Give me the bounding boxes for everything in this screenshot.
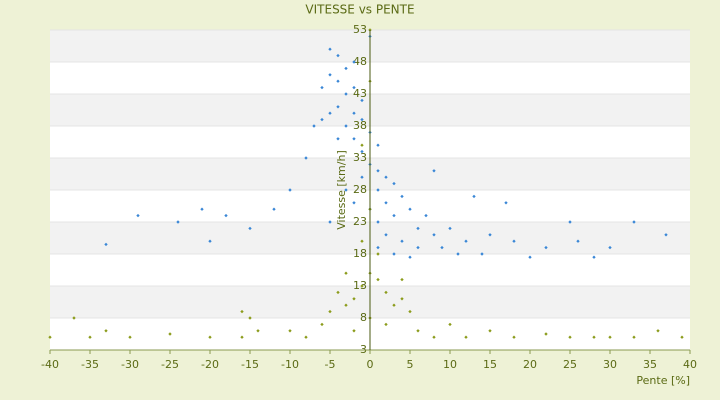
chart-title: VITESSE vs PENTE [305,3,414,17]
point [568,335,572,339]
x-tick-label: 15 [483,358,497,371]
x-tick-label: 20 [523,358,537,371]
x-tick-label: 35 [643,358,657,371]
point [632,220,636,224]
point [344,92,348,96]
point [352,60,356,64]
y-tick-label: 43 [353,87,367,100]
point [248,316,252,320]
point [528,255,532,259]
point [240,335,244,339]
x-tick-label: 10 [443,358,457,371]
point [544,245,548,250]
y-tick-label: 23 [353,215,367,228]
point [168,332,172,336]
point [592,255,596,259]
x-tick-label: 5 [407,358,414,371]
x-tick-label: 0 [367,358,374,371]
point [512,335,516,339]
point [360,117,364,122]
point [104,242,108,247]
x-tick-label: 25 [563,358,577,371]
point [680,335,684,339]
point [336,79,340,83]
point [544,332,548,336]
point [344,124,348,128]
point [328,111,332,115]
point [576,239,580,243]
x-axis-title: Pente [%] [636,374,690,387]
y-tick-label: 53 [353,23,367,36]
point [104,329,108,333]
y-tick-label: 18 [353,247,367,260]
y-tick-label: 8 [360,311,367,324]
point [328,47,332,51]
x-tick-label: -30 [121,358,139,371]
point [512,239,516,243]
x-tick-label: 40 [683,358,697,371]
x-tick-label: -15 [241,358,259,371]
point [240,309,244,314]
point [592,335,596,339]
point [248,226,252,231]
point [200,207,204,211]
y-tick-label: 13 [353,279,367,292]
point [320,85,324,90]
point [568,220,572,224]
x-tick-label: -25 [161,358,179,371]
x-tick-label: -40 [41,358,59,371]
point [608,335,612,339]
point [48,335,52,339]
point [632,335,636,339]
point [208,335,212,339]
y-tick-label: 33 [353,151,367,164]
x-tick-label: -5 [325,358,336,371]
y-tick-label: 48 [353,55,367,68]
x-tick-label: -20 [201,358,219,371]
point [336,53,340,58]
x-tick-label: -10 [281,358,299,371]
x-tick-label: 30 [603,358,617,371]
y-tick-label: 28 [353,183,367,196]
point [352,111,356,115]
point [664,233,668,237]
point [176,220,180,224]
point [320,117,324,122]
y-axis-title: Vitesse [km/h] [335,150,348,230]
point [128,335,132,339]
point [312,124,316,128]
point [608,245,612,250]
point [352,85,356,90]
y-tick-label: 38 [353,119,367,132]
x-tick-label: -35 [81,358,99,371]
point [208,239,212,243]
